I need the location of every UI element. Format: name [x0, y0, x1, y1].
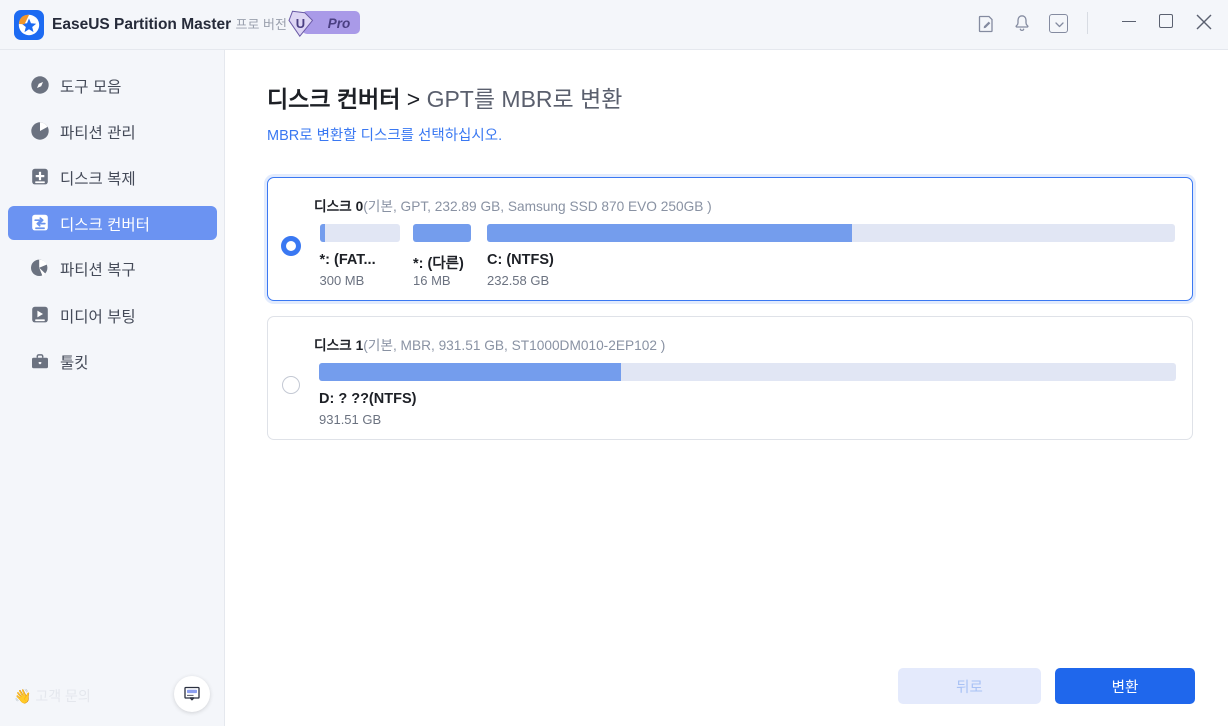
- svg-text:Pro: Pro: [328, 16, 351, 31]
- svg-text:U: U: [296, 16, 305, 31]
